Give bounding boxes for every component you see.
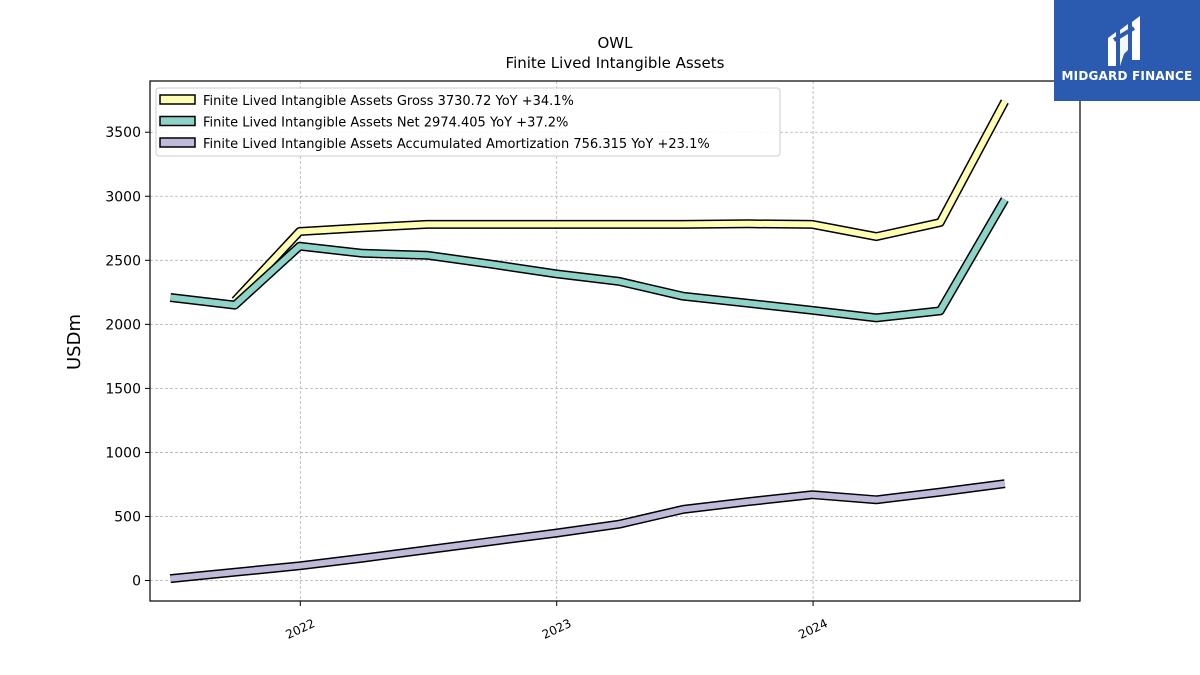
legend-box	[155, 87, 781, 157]
y-tick-label: 0	[132, 574, 141, 590]
x-tick-label: 2023	[540, 616, 574, 642]
legend-swatch-0	[159, 94, 196, 105]
y-tick-label: 1000	[105, 445, 141, 461]
y-tick-label: 2500	[105, 253, 141, 269]
y-tick-label: 3000	[105, 189, 141, 205]
x-tick-label: 2024	[796, 616, 830, 642]
legend-label-0: Finite Lived Intangible Assets Gross 373…	[203, 94, 574, 109]
legend-swatch-1	[159, 115, 196, 127]
y-tick-label: 2000	[105, 317, 141, 333]
chart-title: OWL	[598, 34, 634, 52]
y-tick-label: 500	[114, 509, 141, 525]
x-tick-label: 2022	[284, 616, 318, 642]
chart-subtitle: Finite Lived Intangible Assets	[506, 54, 725, 72]
y-tick-label: 3500	[105, 125, 141, 141]
series-outline-1	[169, 197, 1009, 323]
logo-text: MIDGARD FINANCE	[1061, 69, 1193, 83]
series-line-0	[232, 100, 1008, 303]
midgard-logo-icon	[1108, 16, 1140, 66]
plot-frame	[149, 80, 1081, 602]
brand-logo: MIDGARD FINANCE	[1054, 0, 1200, 101]
y-tick-label: 1500	[105, 381, 141, 397]
series-line-2	[170, 480, 1006, 582]
legend-label-1: Finite Lived Intangible Assets Net 2974.…	[203, 116, 568, 131]
legend-label-2: Finite Lived Intangible Assets Accumulat…	[203, 137, 710, 152]
legend-swatch-2	[159, 137, 196, 148]
y-axis-label: USDm	[64, 314, 85, 370]
series-line-1	[170, 197, 1008, 321]
